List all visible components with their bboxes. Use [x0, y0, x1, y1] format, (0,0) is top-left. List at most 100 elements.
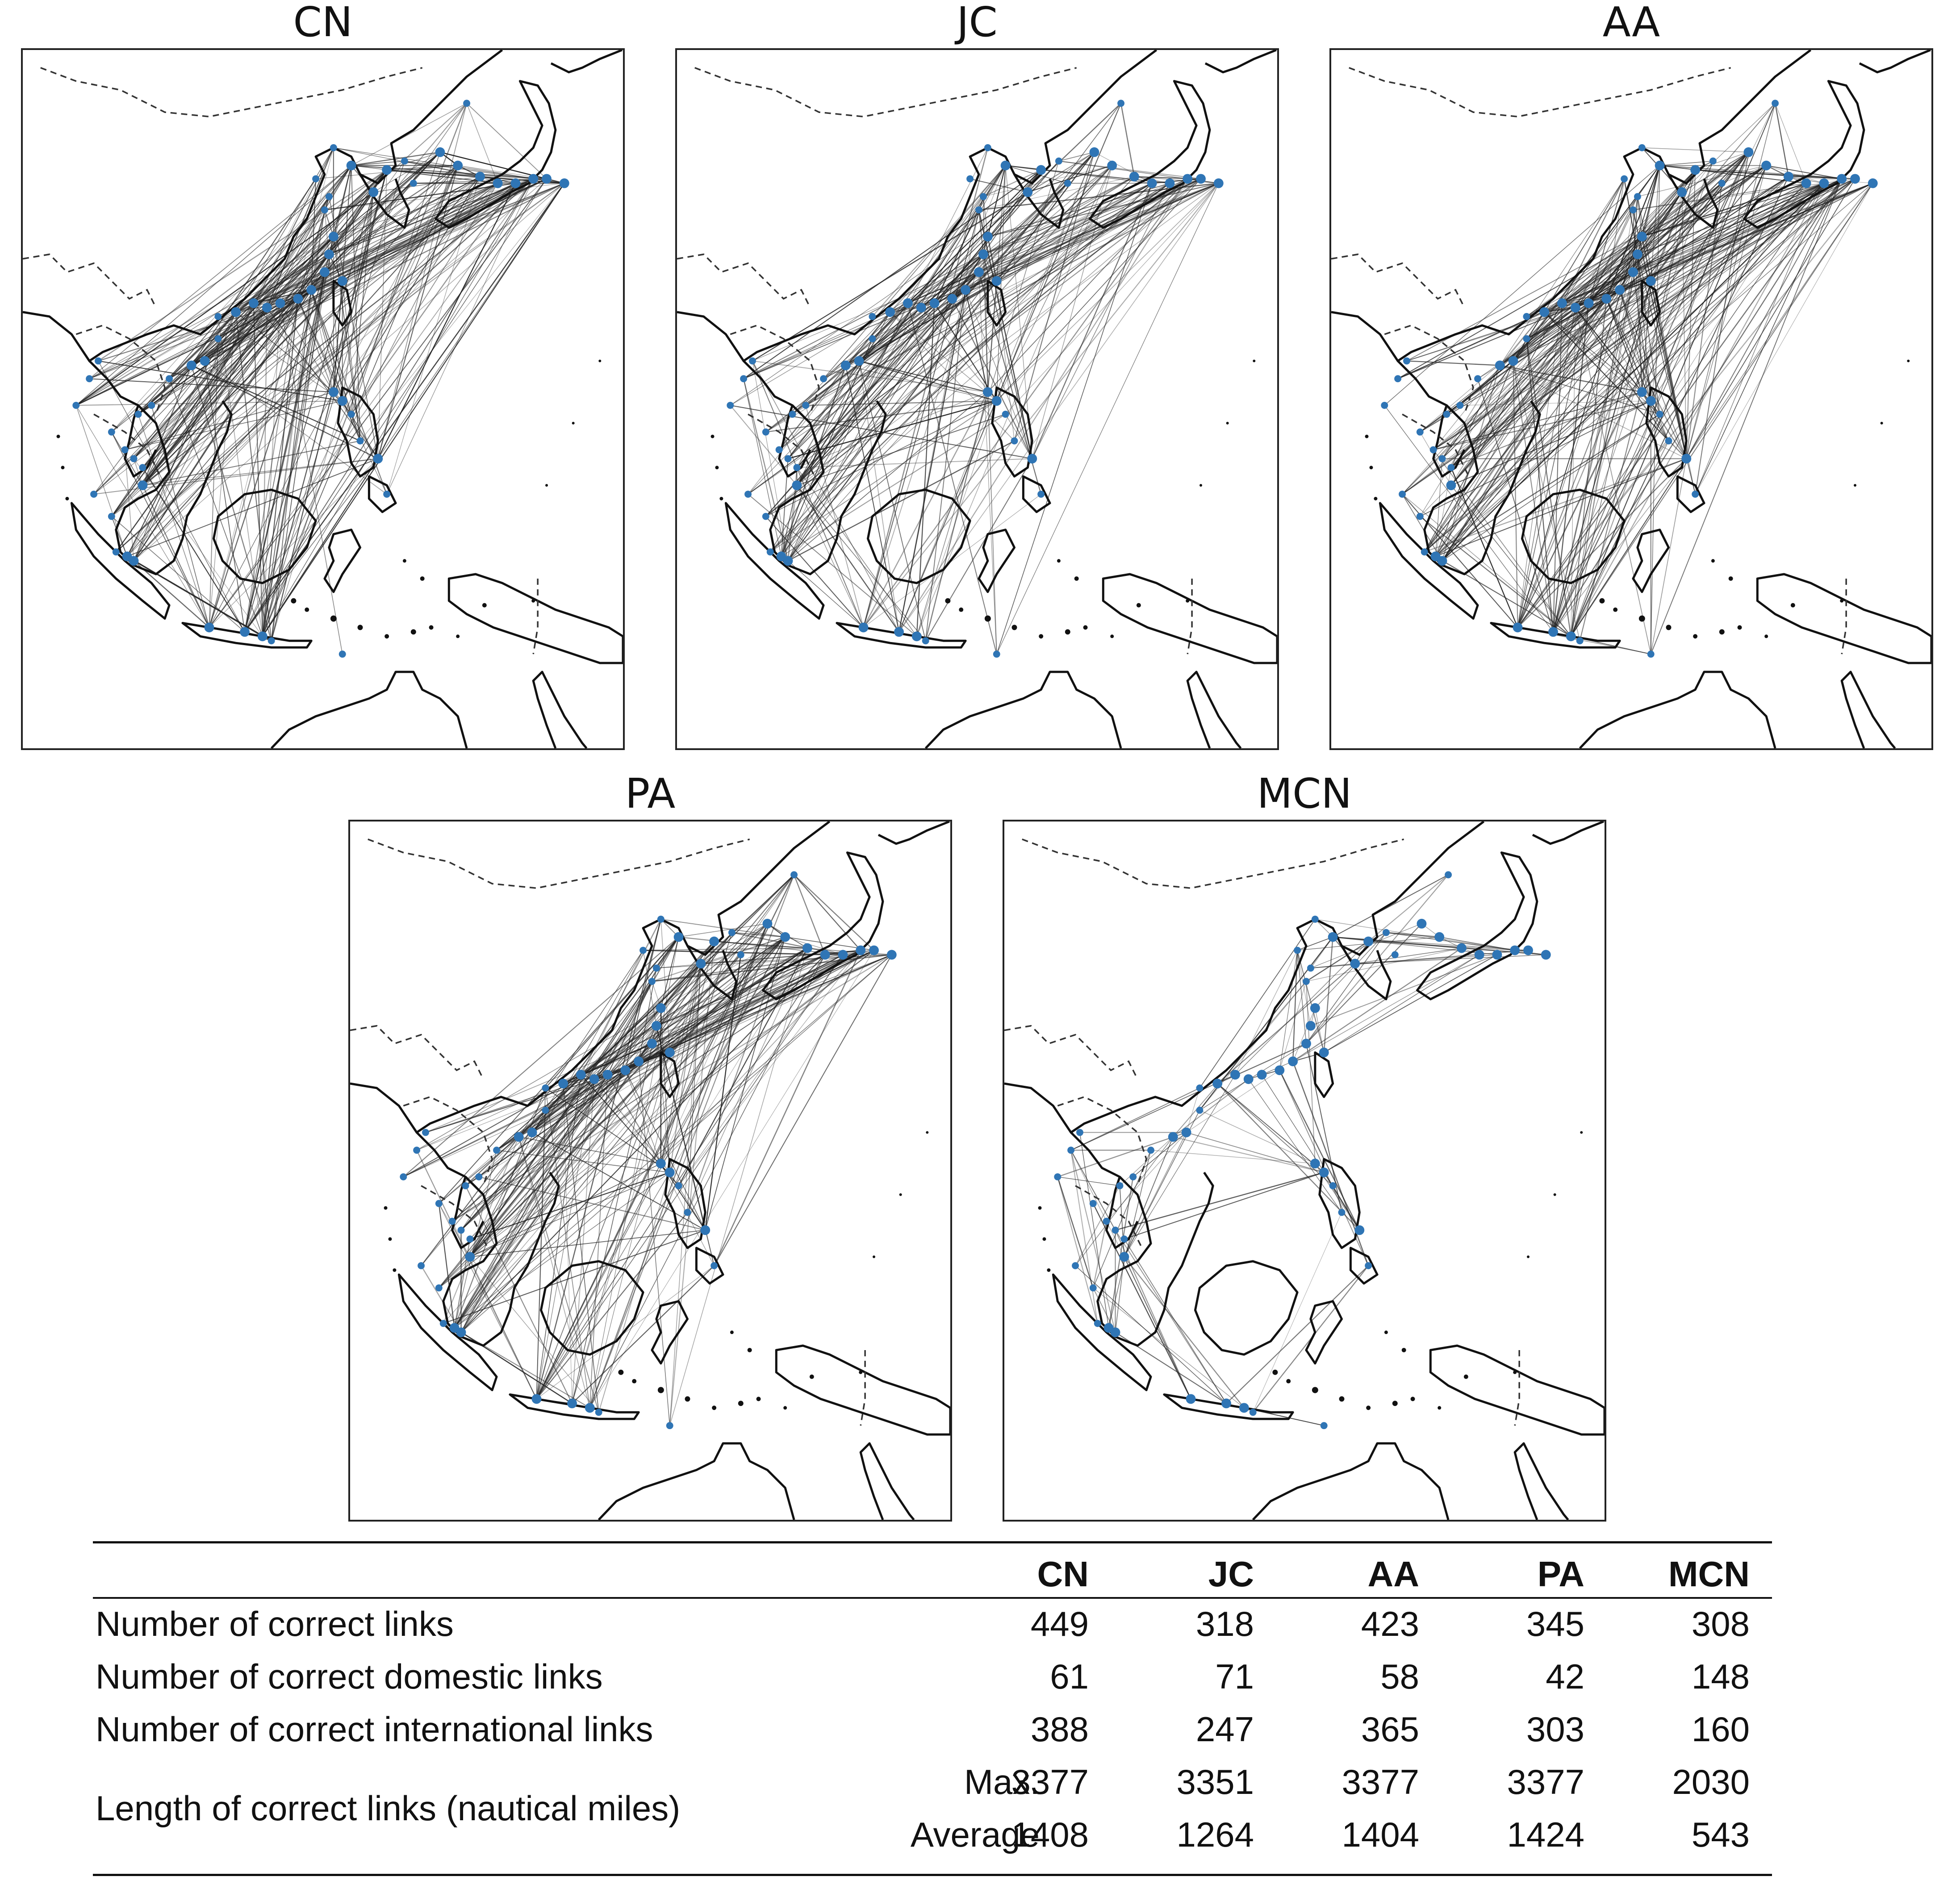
- shipping-link: [752, 361, 789, 561]
- port-marker: [325, 193, 333, 200]
- island: [291, 598, 297, 604]
- shipping-link: [1297, 950, 1325, 1053]
- island: [1728, 576, 1733, 581]
- shipping-link: [788, 392, 988, 561]
- country-border: [1004, 1025, 1138, 1080]
- shipping-link: [1248, 1079, 1342, 1213]
- port-marker: [1305, 1021, 1316, 1031]
- shipping-link: [863, 183, 1219, 628]
- shipping-link: [142, 271, 325, 486]
- shipping-link: [1420, 303, 1589, 433]
- island: [1047, 1268, 1051, 1272]
- shipping-link: [1500, 365, 1660, 415]
- table-cell: 449: [1030, 1604, 1089, 1643]
- shipping-link: [781, 413, 1006, 557]
- shipping-link: [532, 981, 652, 1133]
- port-marker: [664, 1047, 675, 1058]
- shipping-link: [996, 183, 1219, 655]
- port-marker: [991, 396, 1002, 406]
- island: [410, 629, 416, 635]
- shipping-link: [1588, 179, 1625, 304]
- shipping-link: [907, 183, 1153, 304]
- port-marker: [1637, 387, 1647, 397]
- shipping-link: [351, 103, 467, 166]
- port-marker: [1447, 464, 1455, 471]
- shipping-link: [536, 1163, 661, 1399]
- shipping-link: [638, 937, 786, 1062]
- island: [618, 1369, 624, 1375]
- shipping-link: [769, 183, 1153, 553]
- shipping-link: [1315, 919, 1515, 951]
- port-marker: [1072, 1262, 1079, 1269]
- shipping-link: [440, 151, 547, 179]
- shipping-link: [403, 1074, 608, 1177]
- shipping-link: [978, 209, 1033, 459]
- shipping-link: [589, 923, 768, 1408]
- shipping-link: [416, 1074, 608, 1151]
- shipping-link: [1588, 254, 1638, 304]
- column-header-pa: PA: [1537, 1554, 1584, 1594]
- port-marker: [1495, 360, 1505, 371]
- port-marker: [558, 1079, 568, 1088]
- shipping-link: [75, 405, 210, 628]
- shipping-link: [714, 955, 892, 1266]
- shipping-link: [297, 192, 374, 299]
- shipping-link: [191, 178, 317, 366]
- port-marker: [762, 513, 769, 520]
- port-marker: [656, 1159, 666, 1169]
- port-marker: [710, 1262, 718, 1269]
- country-border: [1514, 1350, 1520, 1426]
- port-marker: [727, 401, 734, 409]
- shipping-link: [416, 1008, 661, 1151]
- port-marker: [1055, 157, 1062, 165]
- shipping-link: [792, 312, 890, 415]
- map-panel-mcn: MCN: [1003, 771, 1606, 1522]
- port-marker: [1576, 637, 1584, 645]
- shipping-link: [765, 183, 1219, 517]
- port-marker: [400, 1173, 407, 1180]
- port-marker: [585, 1403, 595, 1413]
- shipping-link: [1650, 459, 1687, 655]
- coastline: [978, 529, 1016, 593]
- row-label: Length of correct links (nautical miles): [96, 1789, 681, 1828]
- shipping-link: [469, 981, 653, 1257]
- shipping-link: [1500, 365, 1642, 393]
- shipping-link: [1619, 183, 1824, 290]
- row-label: Number of correct domestic links: [96, 1657, 603, 1696]
- shipping-link: [115, 178, 534, 553]
- port-marker: [620, 1065, 631, 1076]
- shipping-link: [1424, 178, 1842, 552]
- shipping-link: [787, 165, 1006, 561]
- shipping-link: [805, 183, 1219, 406]
- shipping-link: [454, 955, 741, 1328]
- coastline: [1105, 1176, 1139, 1249]
- port-marker: [602, 1070, 613, 1080]
- map-frame: [1329, 48, 1933, 750]
- shipping-link: [1368, 874, 1449, 942]
- shipping-link: [660, 923, 768, 1164]
- coastline: [1305, 1300, 1343, 1365]
- coastline: [270, 671, 468, 748]
- shipping-link: [351, 183, 516, 415]
- port-marker: [1000, 160, 1011, 171]
- shipping-link: [545, 937, 679, 1088]
- port-marker: [214, 313, 222, 320]
- shipping-link: [1442, 414, 1660, 561]
- shipping-link: [823, 165, 1112, 379]
- shipping-link: [778, 312, 891, 450]
- shipping-link: [823, 303, 908, 379]
- shipping-link: [660, 937, 786, 1164]
- shipping-link: [545, 1088, 590, 1408]
- country-border: [1331, 253, 1465, 308]
- shipping-link: [443, 1136, 519, 1324]
- shipping-link: [1570, 441, 1669, 637]
- port-marker: [293, 294, 303, 304]
- shipping-link: [1406, 165, 1767, 362]
- shipping-link: [714, 954, 892, 1266]
- coastline: [991, 386, 1033, 478]
- shipping-link: [439, 1008, 661, 1204]
- port-marker: [886, 950, 897, 960]
- shipping-link: [625, 1070, 706, 1230]
- port-marker: [134, 410, 142, 418]
- island: [357, 625, 363, 630]
